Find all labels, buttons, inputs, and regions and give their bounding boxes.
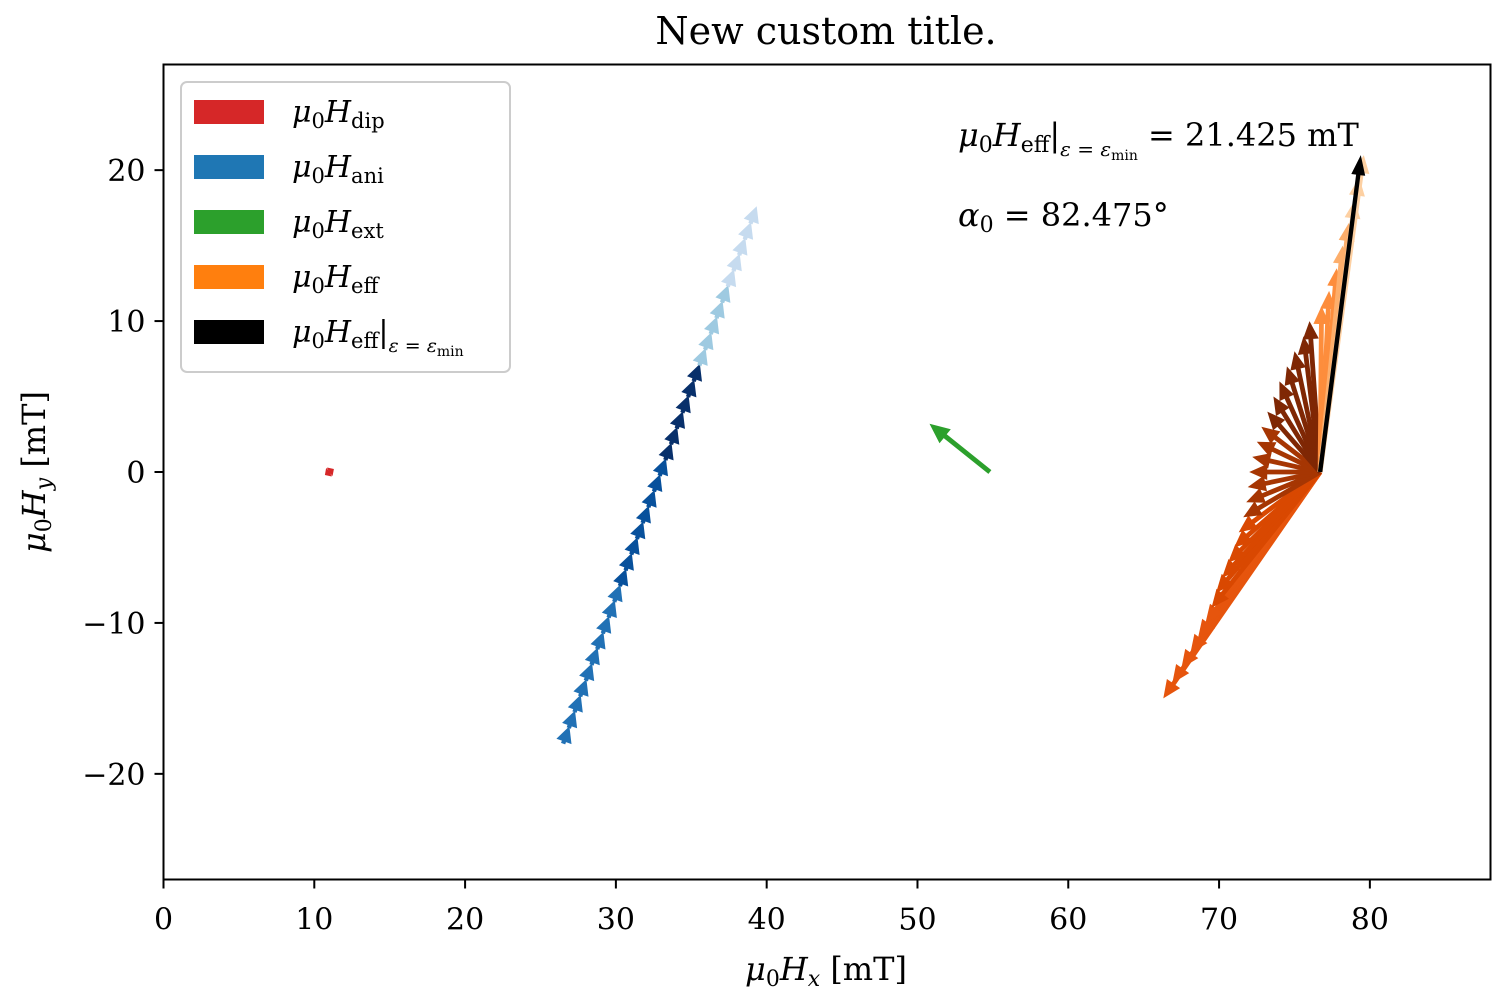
legend-swatch <box>194 155 264 179</box>
x-axis: 0 10 20 30 40 50 60 70 80 <box>154 879 1389 938</box>
ani-arrow <box>709 300 725 319</box>
ani-arrow <box>618 553 634 572</box>
legend-swatch <box>194 265 264 289</box>
eff-arrow <box>1261 426 1322 474</box>
legend-entry: μ0Hdip <box>292 95 385 133</box>
x-axis-label: μ0Hx [mT] <box>745 950 907 992</box>
alpha0-value: = 82.475° <box>1004 196 1169 234</box>
y-tick-label: 10 <box>107 305 145 340</box>
ani-arrow <box>607 584 623 603</box>
annotation-alpha0: α0 = 82.475° <box>958 196 1169 238</box>
annotation-heff-min: μ0Heff|ε = εmin = 21.425 mT <box>958 116 1360 164</box>
eff-arrow <box>1302 321 1323 473</box>
eff-min-arrow <box>1317 155 1366 473</box>
legend-swatch <box>194 210 264 234</box>
ani-arrow <box>630 521 646 540</box>
ani-arrow <box>641 490 657 508</box>
plot-area <box>324 155 1370 745</box>
legend-entry: μ0Hext <box>292 205 384 243</box>
ext-arrow <box>929 423 992 474</box>
ani-arrow <box>664 426 680 445</box>
legend-swatch <box>194 320 264 344</box>
y-tick-label: 20 <box>107 154 145 189</box>
ani-arrow <box>687 363 702 382</box>
eff-arrow <box>1247 469 1321 492</box>
ani-arrow <box>624 537 640 556</box>
eff-arrow <box>1252 453 1321 475</box>
x-tick-label: 50 <box>898 903 936 938</box>
ani-arrow <box>573 679 589 698</box>
svg-text:μ0Heff|ε = εmin = 21.425 mT: μ0Heff|ε = εmin = 21.425 mT <box>958 116 1360 164</box>
svg-text:α0 = 82.475°: α0 = 82.475° <box>958 196 1169 238</box>
ani-arrow <box>652 458 668 477</box>
eff-arrow <box>1313 306 1330 472</box>
x-tick-label: 60 <box>1049 903 1087 938</box>
y-tick-label: 0 <box>126 456 145 491</box>
legend-entry: μ0Heff|ε = εmin <box>292 315 464 360</box>
legend-swatch <box>194 100 264 124</box>
ani-arrow <box>584 647 600 666</box>
ani-arrow <box>590 631 606 650</box>
ani-arrow <box>562 710 578 729</box>
legend-entry: μ0Heff <box>292 260 380 298</box>
x-tick-label: 10 <box>295 903 333 938</box>
eff-arrow <box>1249 464 1321 480</box>
ani-arrow <box>738 222 754 241</box>
x-tick-label: 40 <box>748 903 786 938</box>
ani-arrow <box>635 505 651 524</box>
x-tick-label: 30 <box>597 903 635 938</box>
legend-frame <box>180 81 511 373</box>
x-tick-label: 0 <box>154 903 173 938</box>
dip-arrow <box>326 467 333 477</box>
ani-arrow <box>658 442 674 461</box>
legend-entry: μ0Hani <box>292 150 384 188</box>
ani-arrow <box>681 379 697 398</box>
ani-arrow <box>556 726 572 745</box>
ani-arrow <box>698 332 714 351</box>
x-tick-label: 20 <box>446 903 484 938</box>
ani-arrow <box>692 348 708 367</box>
ani-arrow <box>743 206 759 225</box>
ani-arrow <box>647 474 663 493</box>
y-tick-label: −20 <box>82 758 145 793</box>
ani-arrow <box>732 237 748 256</box>
eff-arrow <box>1267 411 1322 474</box>
eff-arrow <box>1256 441 1322 475</box>
ani-arrow <box>715 285 731 304</box>
y-axis-label: μ0Hy [mT] <box>15 391 57 553</box>
chart-title: New custom title. <box>655 9 996 53</box>
heff-min-value: = 21.425 mT <box>1148 116 1359 154</box>
ani-arrow <box>704 316 720 335</box>
ani-arrow <box>601 600 617 619</box>
ani-arrow <box>613 568 629 587</box>
ani-arrow <box>596 616 612 635</box>
x-tick-label: 70 <box>1200 903 1238 938</box>
ani-arrow <box>567 694 583 713</box>
ani-arrow <box>726 253 742 272</box>
y-axis: −20 −10 0 10 20 <box>82 154 164 793</box>
ani-arrow <box>675 395 691 414</box>
legend: μ0Hdip μ0Hani μ0Hext μ0Heff μ0Heff|ε = εmin <box>180 81 511 373</box>
ani-arrow <box>579 663 595 682</box>
y-tick-label: −10 <box>82 607 145 642</box>
dip-arrow <box>327 467 334 476</box>
x-tick-label: 80 <box>1351 903 1389 938</box>
ani-arrow <box>721 269 737 288</box>
ani-arrow <box>669 411 685 430</box>
